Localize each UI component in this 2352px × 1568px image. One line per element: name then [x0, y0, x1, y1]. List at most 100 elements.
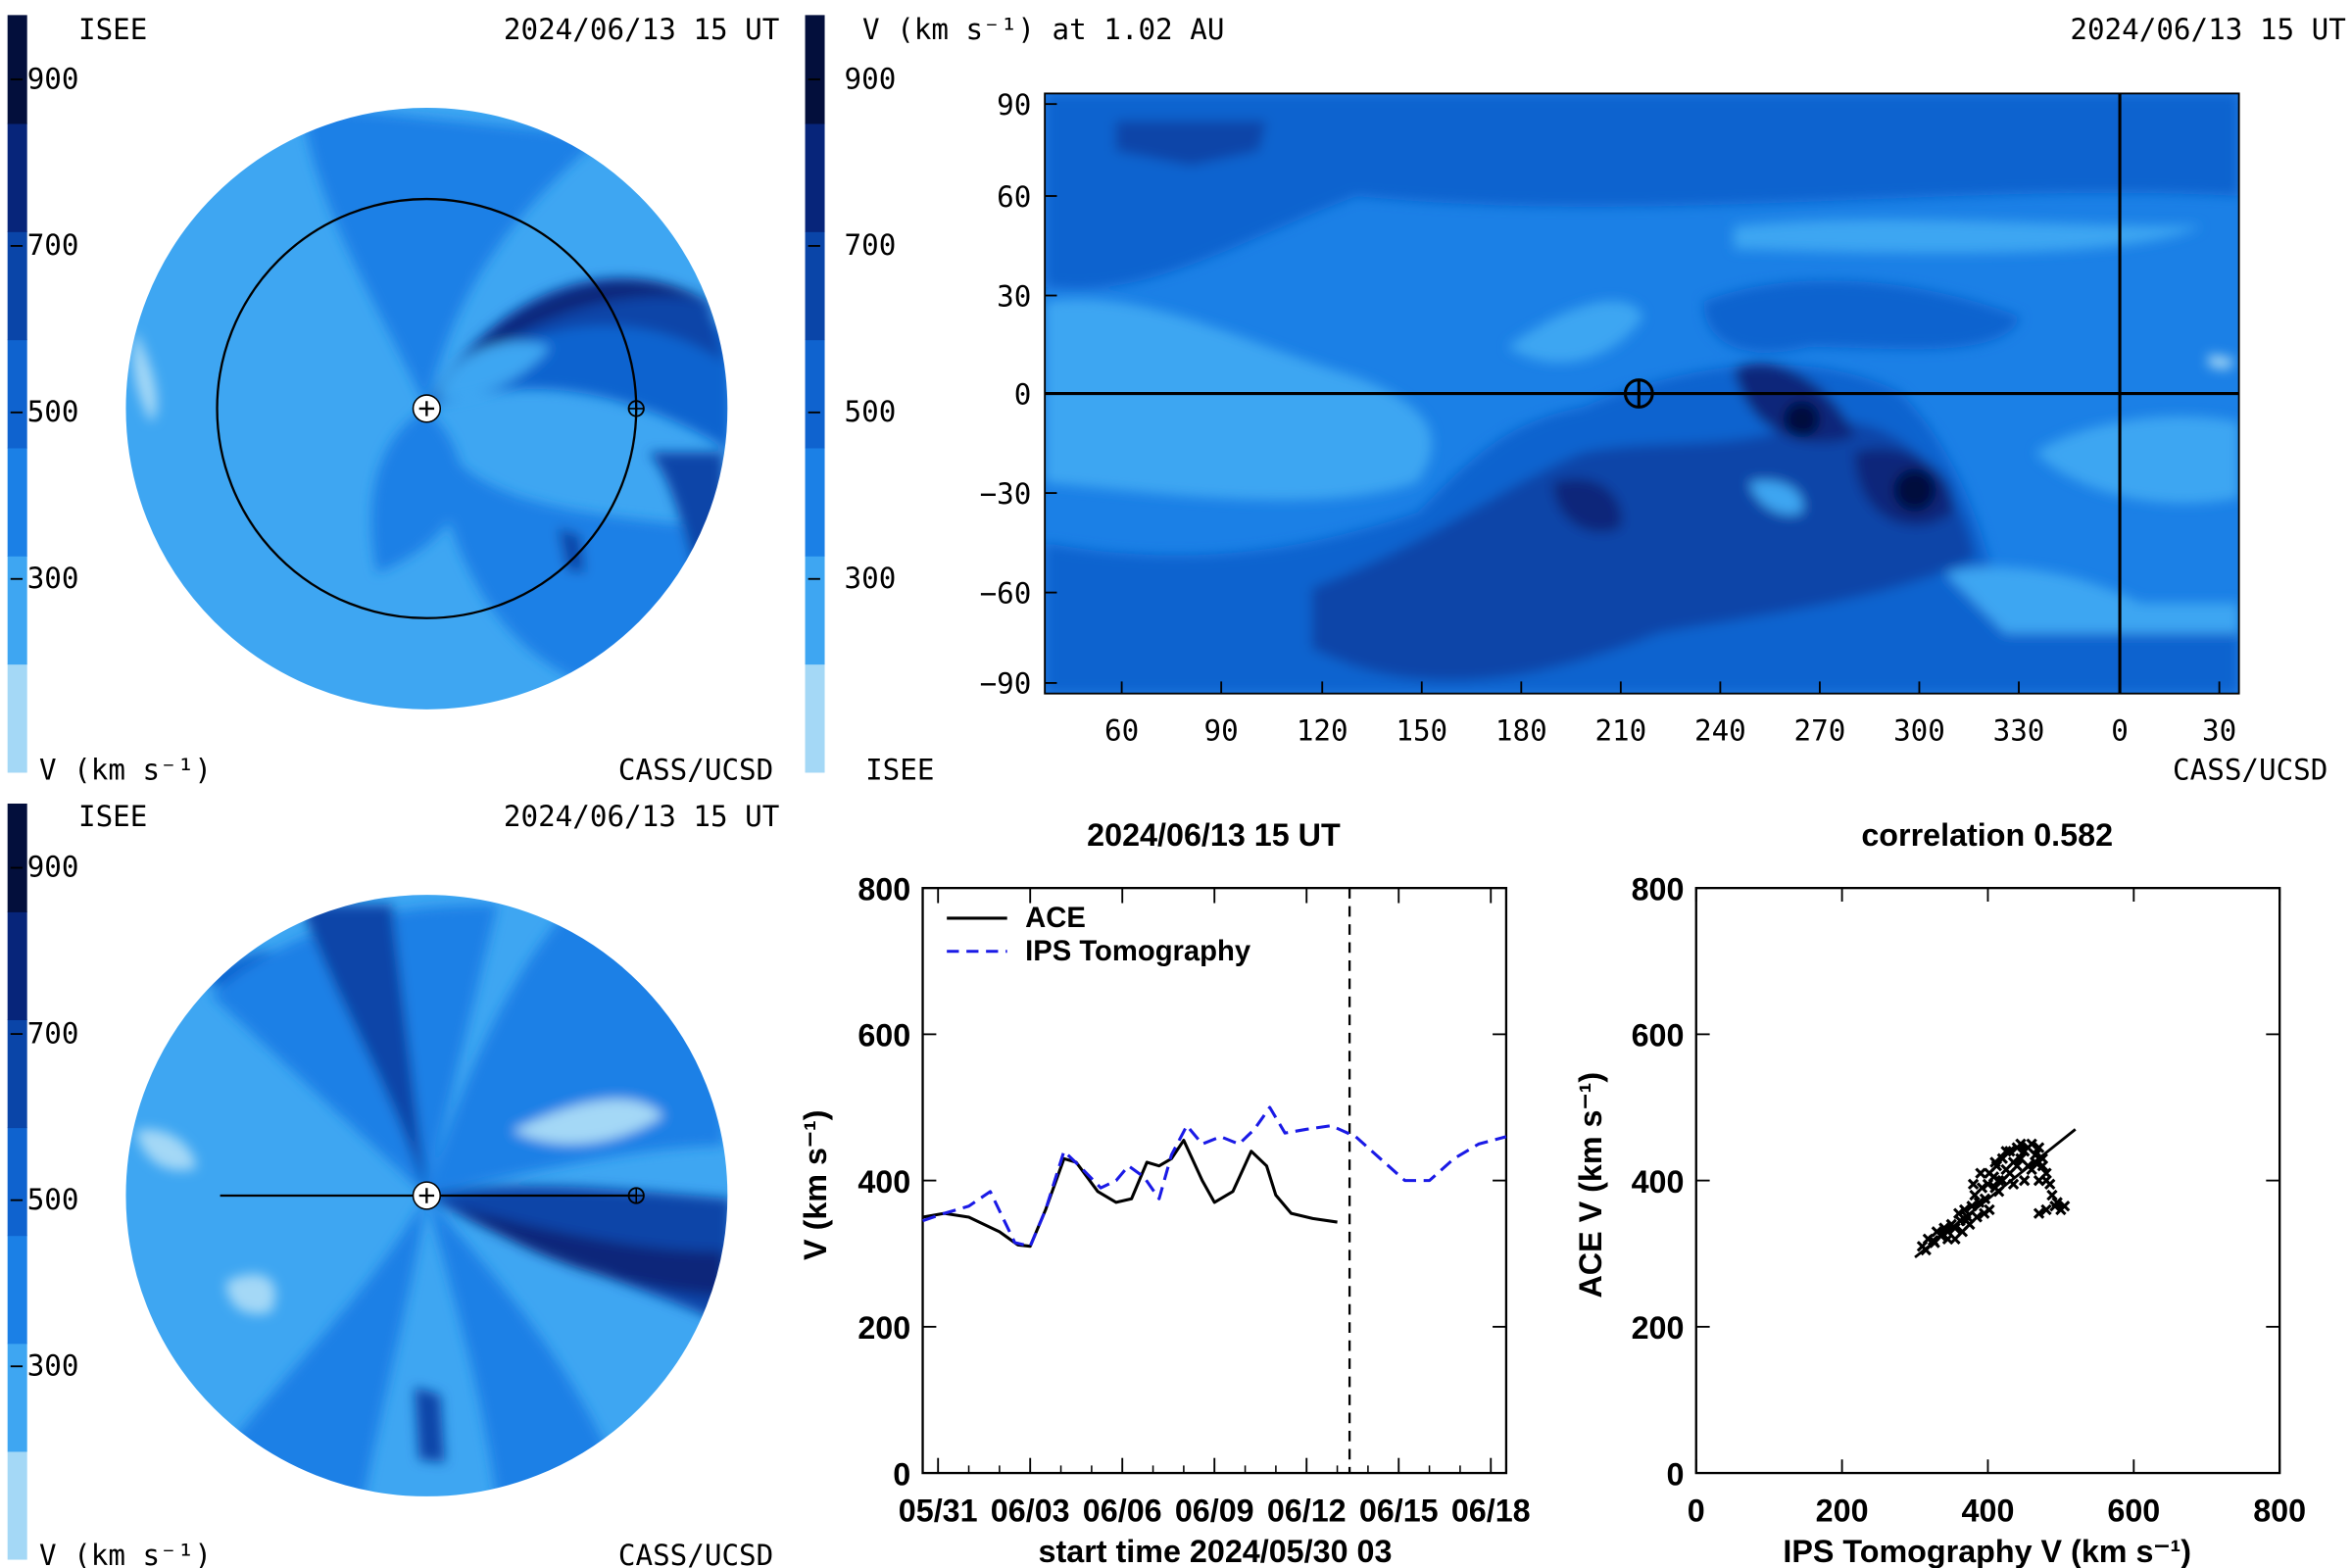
scatter-point — [1992, 1174, 2005, 1187]
y-tick-label: 200 — [1632, 1310, 1685, 1346]
colorbar-band — [805, 231, 825, 341]
scatter-point — [2007, 1178, 2020, 1191]
y-tick-label: −30 — [980, 477, 1032, 511]
org-label: ISEE — [78, 800, 147, 833]
colorbar-band — [7, 556, 27, 665]
colorbar-band — [7, 911, 27, 1020]
scatter-point — [2018, 1174, 2031, 1187]
plot-frame — [1694, 887, 2281, 1475]
colorbar-band — [7, 1343, 27, 1452]
x-tick-label: 210 — [1594, 713, 1646, 747]
x-tick-label: 300 — [1893, 713, 1945, 747]
colorbar-tick-label: 300 — [27, 562, 79, 595]
y-axis-label: V (km s⁻¹) — [798, 1110, 833, 1260]
colorbar-band — [7, 339, 27, 449]
x-tick-label: 05/31 — [899, 1493, 978, 1528]
colorbar-tick-label: 300 — [845, 562, 897, 595]
scatter-point — [1967, 1178, 1980, 1191]
colorbar-middle: 900 700 500 300 — [805, 15, 897, 773]
x-tick-label: 150 — [1396, 713, 1447, 747]
y-tick-label: 0 — [1014, 377, 1032, 411]
colorbar-tick-label: 700 — [845, 228, 897, 262]
x-tick-label: 06/15 — [1359, 1493, 1439, 1528]
scatter-point — [2033, 1207, 2045, 1219]
scatter-point — [2000, 1146, 2012, 1157]
y-tick-label: 200 — [858, 1310, 910, 1346]
y-tick-label: 60 — [997, 180, 1031, 214]
panel-map: V (km s⁻¹) at 1.02 AU 2024/06/13 15 UT — [862, 13, 2346, 786]
org-label: ISEE — [865, 753, 934, 786]
map-axis-ticks: 60 90 120 150 180 210 240 270 300 330 0 309060300−3… — [980, 88, 2237, 747]
colorbar-bottom-left: 900 700 500 300 — [7, 804, 79, 1560]
earth-icon — [1623, 378, 1654, 409]
scatter-point — [1966, 1200, 1978, 1212]
x-tick-label: 06/09 — [1175, 1493, 1254, 1528]
series-ace-line — [922, 1138, 1338, 1249]
chart-title: 2024/06/13 15 UT — [1087, 817, 1341, 853]
x-tick-label: 200 — [1816, 1493, 1869, 1528]
x-tick-label: 0 — [1688, 1493, 1705, 1528]
scatter-point — [2004, 1146, 2016, 1157]
scatter-point — [2040, 1203, 2052, 1216]
colorbar-band — [7, 231, 27, 341]
colorbar-band — [7, 15, 27, 124]
colorbar-tick-label: 500 — [845, 395, 897, 428]
x-tick-label: 180 — [1495, 713, 1547, 747]
colorbar-band — [805, 15, 825, 124]
colorbar-tick-label: 900 — [845, 62, 897, 95]
colorbar-tick-label: 500 — [27, 395, 79, 428]
credit-label: CASS/UCSD — [2173, 753, 2328, 786]
units-label: V (km s⁻¹) — [39, 1539, 212, 1568]
colorbar-band — [805, 556, 825, 665]
x-axis-label: IPS Tomography V (km s⁻¹) — [1783, 1534, 2191, 1568]
scatter-point — [2011, 1159, 2023, 1172]
x-tick-label: 800 — [2253, 1493, 2306, 1528]
y-tick-label: −60 — [980, 576, 1032, 610]
scatter-point — [2046, 1189, 2058, 1201]
x-tick-label: 06/18 — [1451, 1493, 1531, 1528]
y-tick-label: 400 — [858, 1164, 910, 1200]
scatter-point — [2015, 1138, 2027, 1151]
series-lines — [922, 1105, 1507, 1249]
scatter-points — [1914, 1128, 2077, 1259]
sun-icon — [412, 1181, 442, 1210]
colorbar-band — [7, 447, 27, 557]
scatter-point — [2022, 1142, 2034, 1153]
colorbar-band — [805, 447, 825, 557]
x-tick-label: 330 — [1993, 713, 2045, 747]
colorbar-band — [805, 339, 825, 449]
panel-bottom-left: ISEE 2024/06/13 15 UT — [39, 800, 779, 1568]
scatter-point — [1979, 1207, 1990, 1219]
sun-icon — [412, 394, 442, 423]
x-tick-label: 06/06 — [1083, 1493, 1162, 1528]
y-tick-label: 30 — [997, 279, 1031, 313]
panel-timestamp: 2024/06/13 15 UT — [504, 13, 779, 46]
scatter-point — [1920, 1244, 1932, 1256]
scatter-chart: correlation 0.582 0 200 400 600 800 0 200 400 60… — [1573, 817, 2306, 1568]
x-axis-label: start time 2024/05/30 03 — [1039, 1534, 1393, 1568]
y-tick-label: 0 — [1666, 1456, 1684, 1492]
credit-label: CASS/UCSD — [618, 1539, 773, 1568]
colorbar-tick-label: 500 — [27, 1183, 79, 1216]
y-axis-label: ACE V (km s⁻¹) — [1573, 1072, 1608, 1298]
x-tick-label: 30 — [2202, 713, 2236, 747]
scatter-point — [1958, 1203, 1971, 1216]
colorbar-top-left: 900 700 500 300 — [7, 15, 79, 773]
org-label: ISEE — [78, 13, 147, 46]
colorbar-band — [7, 1019, 27, 1129]
axis-ticks: 0 200 400 600 800 0 200 400 600 800 — [1632, 871, 2307, 1528]
axis-ticks: 0 200 400 600 800 05/31 06/03 06/06 06/09 06/12 06… — [858, 871, 1530, 1528]
x-tick-label: 0 — [2111, 713, 2129, 747]
x-tick-label: 120 — [1297, 713, 1348, 747]
scatter-point — [2058, 1200, 2071, 1212]
earth-icon — [627, 1187, 645, 1204]
legend-ips-label: IPS Tomography — [1025, 936, 1251, 967]
y-tick-label: 800 — [858, 871, 910, 906]
timeseries-chart: 2024/06/13 15 UT 0 200 400 600 800 05/31 06/03… — [798, 817, 1531, 1568]
map-title: V (km s⁻¹) at 1.02 AU — [862, 13, 1224, 46]
colorbar-tick-label: 700 — [27, 228, 79, 262]
panel-top-left: ISEE 2024/06/13 15 UT — [39, 13, 779, 786]
panel-timestamp: 2024/06/13 15 UT — [504, 800, 779, 833]
credit-label: CASS/UCSD — [618, 753, 773, 786]
scatter-point — [2030, 1156, 2041, 1168]
